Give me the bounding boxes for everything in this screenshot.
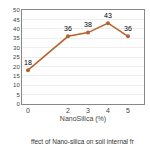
svg-text:43: 43 <box>104 12 112 19</box>
svg-text:45: 45 <box>13 17 20 23</box>
svg-text:10: 10 <box>13 82 20 88</box>
svg-text:2: 2 <box>66 107 70 114</box>
svg-text:40: 40 <box>13 26 20 32</box>
svg-text:25: 25 <box>13 54 20 60</box>
svg-text:36: 36 <box>124 25 132 32</box>
svg-text:30: 30 <box>13 45 20 51</box>
svg-text:0: 0 <box>26 107 30 114</box>
svg-text:38: 38 <box>84 21 92 28</box>
svg-text:36: 36 <box>64 25 72 32</box>
svg-text:NanoSilica (%): NanoSilica (%) <box>60 115 106 123</box>
svg-text:20: 20 <box>13 64 20 70</box>
svg-text:4: 4 <box>106 107 110 114</box>
svg-text:0: 0 <box>16 101 20 107</box>
svg-text:5: 5 <box>126 107 130 114</box>
svg-text:ffect of Nano-silica on soil i: ffect of Nano-silica on soil internal fr <box>31 138 135 145</box>
svg-text:50: 50 <box>13 7 20 13</box>
svg-text:18: 18 <box>24 59 32 66</box>
svg-text:3: 3 <box>86 107 90 114</box>
svg-text:35: 35 <box>13 35 20 41</box>
svg-text:15: 15 <box>13 73 20 79</box>
svg-text:5: 5 <box>16 92 20 98</box>
